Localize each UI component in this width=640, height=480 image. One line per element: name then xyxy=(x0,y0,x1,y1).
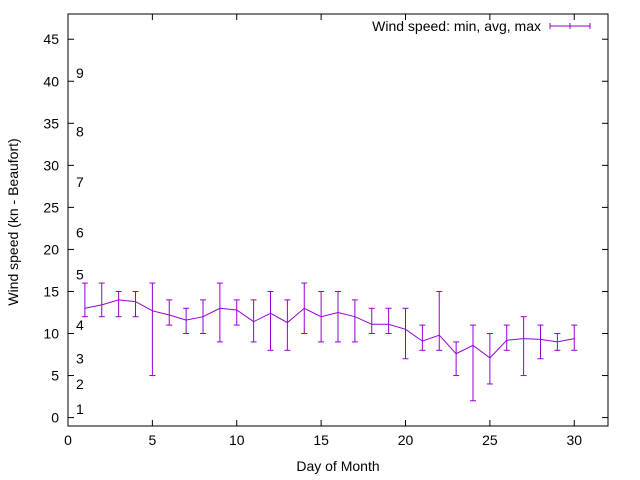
series-line xyxy=(84,299,575,359)
legend-label: Wind speed: min, avg, max xyxy=(372,18,541,34)
beaufort-label: 5 xyxy=(76,267,84,283)
y-tick-label: 20 xyxy=(43,241,59,257)
x-tick-label: 5 xyxy=(148,432,156,448)
y-tick-label: 10 xyxy=(43,326,59,342)
beaufort-label: 8 xyxy=(76,124,84,140)
y-tick-label: 40 xyxy=(43,73,59,89)
y-tick-label: 45 xyxy=(43,31,59,47)
x-axis-label: Day of Month xyxy=(296,458,379,474)
x-tick-label: 15 xyxy=(313,432,329,448)
y-tick-label: 15 xyxy=(43,283,59,299)
beaufort-label: 6 xyxy=(76,225,84,241)
x-tick-label: 25 xyxy=(482,432,498,448)
y-tick-label: 35 xyxy=(43,115,59,131)
beaufort-label: 3 xyxy=(76,351,84,367)
error-bars xyxy=(81,282,578,402)
beaufort-label: 1 xyxy=(76,401,84,417)
plot-border xyxy=(67,13,609,427)
y-tick-label: 25 xyxy=(43,199,59,215)
x-tick-label: 20 xyxy=(398,432,414,448)
beaufort-label: 4 xyxy=(76,317,84,333)
beaufort-label: 2 xyxy=(76,376,84,392)
plot-frame xyxy=(67,13,609,427)
x-tick-label: 10 xyxy=(229,432,245,448)
x-axis-ticks: 0 5 10 15 20 25 30 xyxy=(64,14,582,448)
legend-sample xyxy=(549,23,591,29)
beaufort-label: 9 xyxy=(76,65,84,81)
y-tick-label: 30 xyxy=(43,157,59,173)
beaufort-label: 7 xyxy=(76,174,84,190)
beaufort-scale-labels: 1 2 3 4 5 6 7 8 9 xyxy=(76,65,84,417)
x-tick-label: 0 xyxy=(64,432,72,448)
y-tick-label: 0 xyxy=(51,410,59,426)
y-tick-label: 5 xyxy=(51,368,59,384)
x-tick-label: 30 xyxy=(566,432,582,448)
legend: Wind speed: min, avg, max xyxy=(372,18,591,34)
y-axis-label: Wind speed (kn - Beaufort) xyxy=(5,138,21,305)
